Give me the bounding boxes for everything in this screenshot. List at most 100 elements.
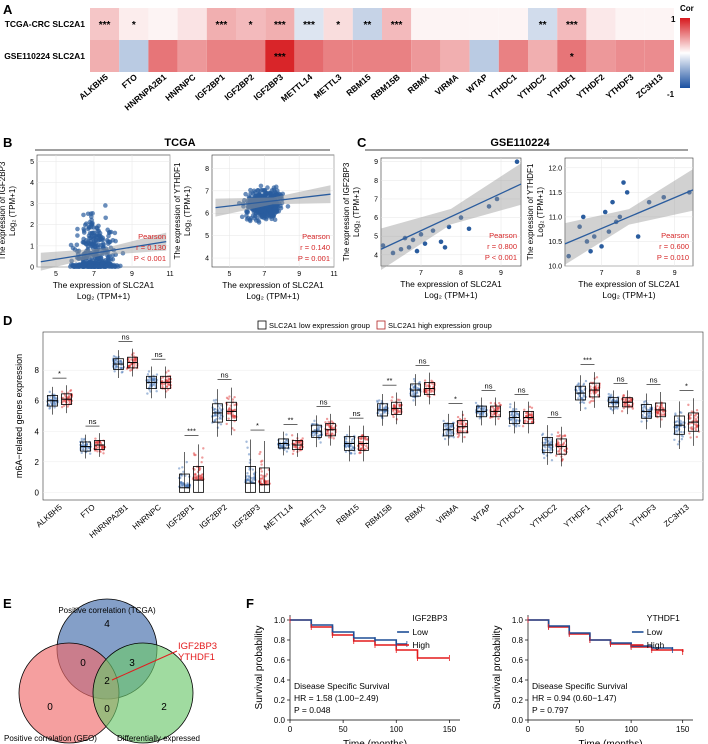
jitter-point xyxy=(479,407,483,411)
jitter-point xyxy=(192,452,196,455)
jitter-point xyxy=(593,377,597,380)
heatmap-cell xyxy=(206,8,236,40)
data-point xyxy=(398,246,404,252)
panel-label-F: F xyxy=(246,596,254,611)
jitter-point xyxy=(62,404,66,407)
jitter-point xyxy=(607,392,610,396)
heatmap-col-label: YTHDF1 xyxy=(545,72,577,101)
x-tick-label: ALKBH5 xyxy=(34,502,64,529)
heatmap-col-label: YTHDC2 xyxy=(515,72,548,102)
jitter-point xyxy=(248,458,252,462)
y-tick-label: 5 xyxy=(205,233,209,240)
jitter-point xyxy=(311,431,315,434)
data-point xyxy=(83,238,89,243)
heatmap-cell xyxy=(177,40,207,72)
jitter-point xyxy=(497,417,500,420)
sig-label: ns xyxy=(155,350,163,359)
x-tick-label: 11 xyxy=(330,271,337,278)
jitter-point xyxy=(676,420,679,423)
data-point xyxy=(406,245,412,250)
jitter-point xyxy=(146,373,150,376)
jitter-point xyxy=(48,390,51,394)
heatmap-cell xyxy=(382,8,412,40)
jitter-point xyxy=(201,456,204,459)
stat-method: Pearson xyxy=(138,232,166,241)
stat-method: Pearson xyxy=(661,231,689,240)
jitter-point xyxy=(361,440,364,444)
y-axis-label-units: Log₂ (TPM+1) xyxy=(352,187,361,237)
jitter-point xyxy=(332,437,335,440)
data-point xyxy=(99,237,105,242)
x-tick-label: 50 xyxy=(339,725,348,734)
jitter-point xyxy=(448,432,451,435)
data-point xyxy=(591,234,597,239)
sig-label: * xyxy=(256,421,259,430)
jitter-point xyxy=(285,433,288,436)
x-tick-label: RBM15B xyxy=(363,503,393,530)
jitter-point xyxy=(66,405,69,408)
plot-frame xyxy=(564,157,694,267)
jitter-point xyxy=(641,415,644,419)
jitter-point xyxy=(682,421,685,424)
panel-label-A: A xyxy=(3,2,13,17)
x-tick-label: ZC3H13 xyxy=(662,502,691,528)
heatmap-cell xyxy=(352,40,382,72)
jitter-point xyxy=(582,382,586,386)
venn-count-tcga-only: 4 xyxy=(104,619,110,630)
jitter-point xyxy=(561,434,565,438)
y-axis-label-units: Log₂ (TPM+1) xyxy=(536,187,545,237)
y-axis-label-units: Log₂ (TPM+1) xyxy=(183,186,192,236)
heatmap-star: *** xyxy=(274,52,286,63)
data-point xyxy=(92,233,98,239)
jitter-point xyxy=(198,468,201,472)
data-point xyxy=(599,244,604,249)
jitter-point xyxy=(116,360,120,363)
heatmap-cell xyxy=(469,8,499,40)
data-point xyxy=(418,232,424,237)
jitter-point xyxy=(643,400,646,404)
sig-label: * xyxy=(58,369,61,378)
jitter-point xyxy=(212,399,216,402)
venn-count-de-only: 2 xyxy=(161,702,167,713)
stat-p: P < 0.001 xyxy=(134,254,166,263)
jitter-point xyxy=(509,403,512,406)
data-point xyxy=(94,247,100,253)
jitter-point xyxy=(680,434,683,437)
x-tick-label: YTHDF3 xyxy=(628,502,658,529)
jitter-point xyxy=(259,467,263,471)
jitter-point xyxy=(260,474,263,477)
jitter-point xyxy=(311,434,315,437)
jitter-point xyxy=(498,401,501,405)
jitter-point xyxy=(266,481,270,485)
jitter-point xyxy=(324,421,327,424)
x-tick-label: 100 xyxy=(390,725,404,734)
stat-method: Pearson xyxy=(489,231,517,240)
heatmap-cell xyxy=(440,8,470,40)
data-point xyxy=(273,184,279,190)
y-tick-label: 1 xyxy=(30,243,34,250)
color-legend-max: 1 xyxy=(671,15,676,24)
jitter-point xyxy=(395,418,399,421)
jitter-point xyxy=(515,408,518,411)
jitter-point xyxy=(179,484,182,487)
sig-label: ns xyxy=(221,371,229,380)
jitter-point xyxy=(424,384,428,388)
jitter-point xyxy=(461,413,465,417)
y-tick-label: 2 xyxy=(35,458,40,467)
venn-count-geo-de: 0 xyxy=(104,704,110,715)
jitter-point xyxy=(291,452,295,456)
y-tick-label: 9 xyxy=(374,159,378,166)
jitter-point xyxy=(647,414,650,418)
data-point xyxy=(103,203,108,208)
jitter-point xyxy=(361,446,365,449)
jitter-point xyxy=(659,403,663,407)
jitter-point xyxy=(83,437,86,441)
jitter-point xyxy=(251,468,255,471)
jitter-point xyxy=(418,383,421,387)
heatmap-cell xyxy=(557,8,587,40)
jitter-point xyxy=(680,437,684,441)
jitter-point xyxy=(349,448,353,451)
data-point xyxy=(380,243,386,248)
jitter-point xyxy=(121,370,124,374)
y-tick-label: 8 xyxy=(374,178,378,185)
